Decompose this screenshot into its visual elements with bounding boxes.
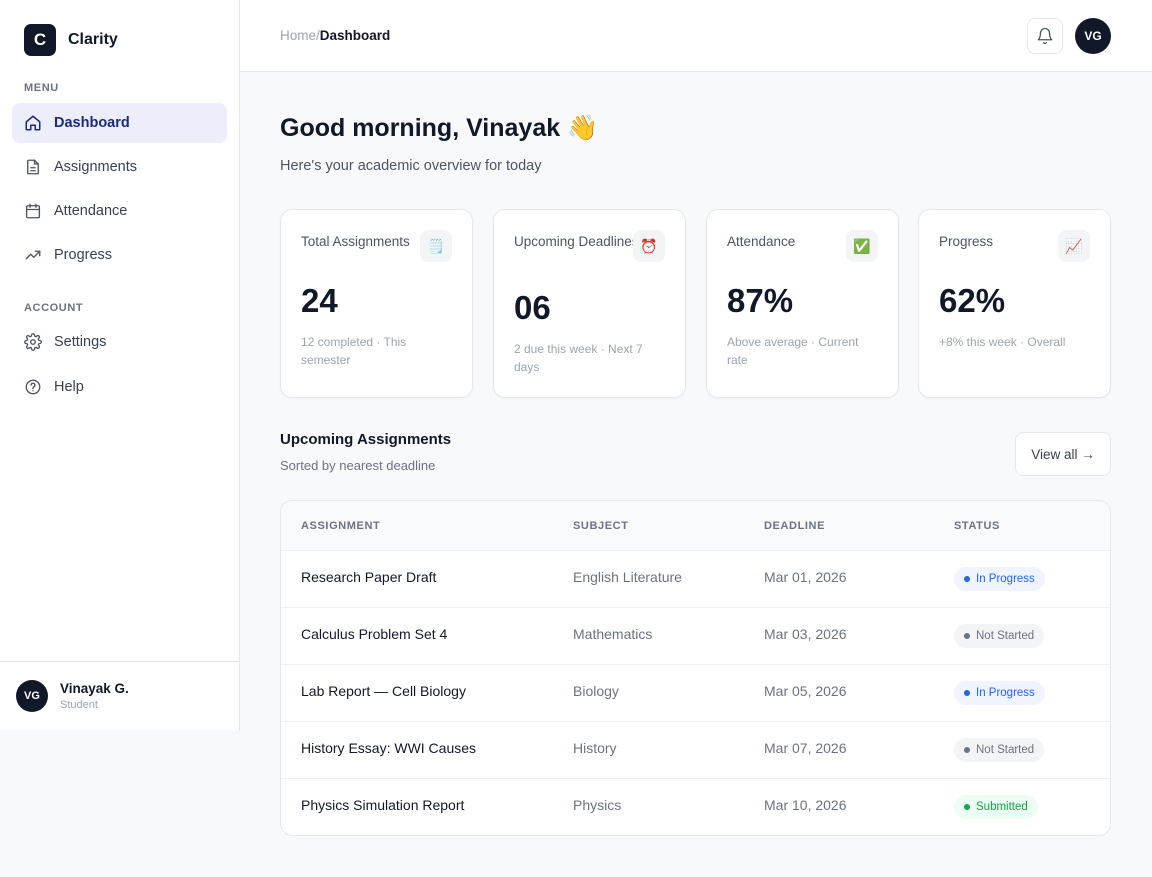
assignment-name: Physics Simulation Report [301, 797, 465, 813]
sidebar-item-assignments[interactable]: Assignments [12, 147, 227, 187]
account-section-label: ACCOUNT [24, 302, 84, 314]
sidebar-item-attendance[interactable]: Attendance [12, 191, 227, 231]
assignment-subject: English Literature [573, 569, 682, 585]
column-header-assignment: ASSIGNMENT [301, 520, 381, 532]
notifications-button[interactable] [1027, 18, 1063, 54]
column-header-subject: SUBJECT [573, 520, 629, 532]
status-badge: Submitted [954, 795, 1038, 819]
table-row[interactable]: Research Paper Draft English Literature … [281, 550, 1110, 607]
help-circle-icon [24, 378, 42, 396]
chart-up-icon: 📈 [1058, 230, 1090, 262]
table-header: ASSIGNMENT SUBJECT DEADLINE STATUS [281, 501, 1110, 550]
stat-title: Attendance [727, 234, 796, 249]
status-badge: In Progress [954, 681, 1045, 705]
trending-up-icon [24, 246, 42, 264]
stat-note: 2 due this week · Next 7 days [514, 342, 643, 374]
stat-value: 24 [301, 282, 338, 319]
status-badge: Not Started [954, 738, 1045, 762]
status-badge: Not Started [954, 624, 1045, 648]
brand[interactable]: C Clarity [24, 24, 118, 56]
sidebar-item-label: Help [54, 379, 84, 395]
sidebar-item-progress[interactable]: Progress [12, 235, 227, 275]
assignment-deadline: Mar 07, 2026 [764, 740, 847, 756]
notepad-icon: 🗒️ [420, 230, 452, 262]
sidebar: C Clarity MENU Dashboard Assignments Att… [0, 0, 240, 730]
stat-title: Total Assignments [301, 234, 410, 249]
column-header-deadline: DEADLINE [764, 520, 826, 532]
assignment-deadline: Mar 05, 2026 [764, 683, 847, 699]
status-badge: In Progress [954, 567, 1045, 591]
stat-card-progress: Progress 📈 62% +8% this week · Overall [918, 209, 1111, 398]
sidebar-item-help[interactable]: Help [12, 367, 227, 407]
sidebar-item-label: Dashboard [54, 115, 130, 131]
stat-note: Above average · Current rate [727, 335, 859, 367]
breadcrumb-separator: / [316, 28, 320, 43]
check-mark-icon: ✅ [846, 230, 878, 262]
breadcrumb-current: Dashboard [319, 28, 391, 43]
assignment-name: Lab Report — Cell Biology [301, 683, 466, 699]
view-all-button[interactable]: View all → [1015, 432, 1111, 476]
brand-name: Clarity [68, 31, 118, 48]
bell-icon [1036, 27, 1054, 45]
section-subtitle: Sorted by nearest deadline [280, 458, 436, 473]
top-header: Home/Dashboard VG [240, 0, 1152, 72]
sidebar-item-settings[interactable]: Settings [12, 322, 227, 362]
assignment-subject: Mathematics [573, 626, 653, 642]
home-icon [24, 114, 42, 132]
user-role: Student [60, 699, 98, 711]
stat-value: 62% [939, 282, 1006, 319]
assignment-subject: History [573, 740, 617, 756]
table-row[interactable]: Calculus Problem Set 4 Mathematics Mar 0… [281, 607, 1110, 664]
assignments-table: ASSIGNMENT SUBJECT DEADLINE STATUS Resea… [280, 500, 1111, 836]
stat-note: 12 completed · This semester [301, 335, 407, 367]
document-icon [24, 158, 42, 176]
menu-section-label: MENU [24, 82, 59, 94]
table-row[interactable]: Physics Simulation Report Physics Mar 10… [281, 778, 1110, 835]
section-title: Upcoming Assignments [280, 431, 452, 448]
assignment-subject: Physics [573, 797, 622, 813]
stat-title: Upcoming Deadlines [514, 234, 639, 249]
table-row[interactable]: Lab Report — Cell Biology Biology Mar 05… [281, 664, 1110, 721]
stat-value: 87% [727, 282, 794, 319]
assignment-deadline: Mar 03, 2026 [764, 626, 847, 642]
assignment-name: History Essay: WWI Causes [301, 740, 477, 756]
assignment-name: Calculus Problem Set 4 [301, 626, 448, 642]
assignment-deadline: Mar 10, 2026 [764, 797, 847, 813]
assignment-deadline: Mar 01, 2026 [764, 569, 847, 585]
page-title: Good morning, Vinayak 👋 [280, 114, 599, 142]
brand-logo: C [24, 24, 56, 56]
assignment-name: Research Paper Draft [301, 569, 437, 585]
user-name: Vinayak G. [60, 681, 129, 696]
avatar: VG [16, 680, 48, 712]
sidebar-item-label: Attendance [54, 203, 128, 219]
page-subtitle: Here's your academic overview for today [280, 158, 542, 174]
stat-card-upcoming-deadlines: Upcoming Deadlines ⏰ 06 2 due this week … [493, 209, 686, 398]
alarm-clock-icon: ⏰ [633, 230, 665, 262]
gear-icon [24, 333, 42, 351]
user-profile[interactable]: VG Vinayak G. Student [0, 661, 239, 730]
sidebar-item-label: Progress [54, 247, 113, 263]
breadcrumb-home[interactable]: Home [280, 28, 317, 43]
assignment-subject: Biology [573, 683, 619, 699]
breadcrumb: Home/Dashboard [280, 28, 390, 43]
header-avatar[interactable]: VG [1075, 18, 1111, 54]
calendar-icon [24, 202, 42, 220]
sidebar-item-dashboard[interactable]: Dashboard [12, 103, 227, 143]
column-header-status: STATUS [954, 520, 1000, 532]
sidebar-item-label: Settings [54, 334, 107, 350]
stat-value: 06 [514, 289, 551, 326]
stat-card-total-assignments: Total Assignments 🗒️ 24 12 completed · T… [280, 209, 473, 398]
stat-title: Progress [939, 234, 994, 249]
sidebar-item-label: Assignments [54, 159, 138, 175]
table-row[interactable]: History Essay: WWI Causes History Mar 07… [281, 721, 1110, 778]
stat-card-attendance: Attendance ✅ 87% Above average · Current… [706, 209, 899, 398]
stat-note: +8% this week · Overall [939, 335, 1066, 349]
